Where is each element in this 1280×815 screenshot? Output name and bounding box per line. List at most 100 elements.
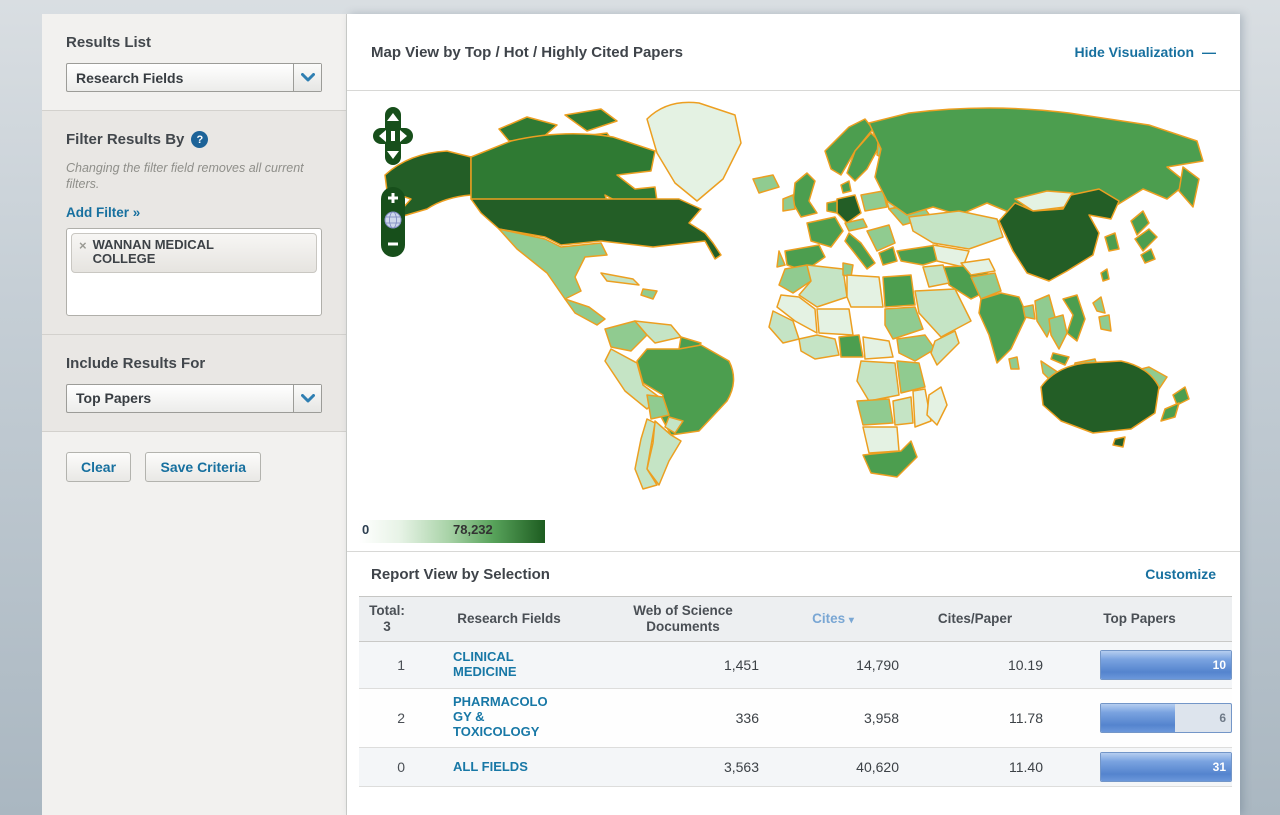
country-denmark[interactable] [841, 181, 851, 193]
report-header: Report View by Selection Customize [347, 551, 1240, 596]
country-namibia-botswana[interactable] [863, 427, 899, 453]
country-germany[interactable] [837, 195, 861, 223]
country-angola[interactable] [857, 399, 893, 425]
map-title: Map View by Top / Hot / Highly Cited Pap… [371, 44, 683, 61]
country-zambia[interactable] [893, 397, 913, 425]
country-libya[interactable] [847, 275, 883, 307]
column-header-research-fields[interactable]: Research Fields [415, 605, 603, 633]
main-panel: Map View by Top / Hot / Highly Cited Pap… [347, 14, 1240, 815]
country-west-africa[interactable] [799, 335, 839, 359]
clear-button[interactable]: Clear [66, 452, 131, 482]
active-filters-box: × WANNAN MEDICAL COLLEGE [66, 228, 322, 316]
table-header-row: Total:3 Research Fields Web of ScienceDo… [359, 596, 1232, 642]
country-malaysia[interactable] [1051, 353, 1069, 365]
report-title: Report View by Selection [371, 566, 550, 583]
country-central-america[interactable] [565, 299, 605, 325]
filter-tag[interactable]: × WANNAN MEDICAL COLLEGE [71, 233, 317, 274]
country-saudi[interactable] [915, 289, 971, 337]
country-cuba[interactable] [601, 273, 639, 285]
column-header-top-papers[interactable]: Top Papers [1047, 605, 1232, 633]
country-philippines-south[interactable] [1099, 315, 1111, 331]
country-sudan[interactable] [885, 307, 923, 339]
hide-visualization-link[interactable]: Hide Visualization — [1074, 44, 1216, 60]
row-rank: 2 [359, 710, 415, 726]
customize-link[interactable]: Customize [1145, 566, 1216, 582]
add-filter-link[interactable]: Add Filter » [66, 205, 140, 220]
country-ethiopia[interactable] [897, 335, 935, 361]
country-central-sahel[interactable] [817, 309, 853, 335]
country-kenya-tanzania[interactable] [897, 361, 925, 393]
row-cites: 14,790 [763, 657, 903, 673]
filter-tag-label: WANNAN MEDICAL COLLEGE [93, 238, 263, 268]
help-icon[interactable]: ? [191, 131, 208, 148]
top-papers-bar-fill [1101, 704, 1175, 732]
research-field-link[interactable]: CLINICAL MEDICINE [453, 650, 551, 680]
row-cites-per-paper: 10.19 [903, 657, 1047, 673]
country-nigeria[interactable] [839, 335, 863, 357]
results-list-dropdown-value: Research Fields [67, 64, 293, 91]
column-header-total: Total:3 [359, 597, 415, 641]
sort-desc-icon: ▾ [849, 615, 854, 626]
country-tasmania[interactable] [1113, 437, 1125, 447]
actions-section: Clear Save Criteria [42, 432, 346, 500]
country-balkans[interactable] [867, 225, 895, 251]
legend-max-label: 78,232 [453, 522, 493, 537]
map-pan-control[interactable] [373, 107, 413, 165]
research-field-link[interactable]: PHARMACOLOGY & TOXICOLOGY [453, 695, 551, 740]
research-field-link[interactable]: ALL FIELDS [453, 760, 551, 775]
row-cites: 3,958 [763, 710, 903, 726]
country-bangladesh[interactable] [1023, 305, 1035, 319]
country-thailand[interactable] [1049, 315, 1067, 349]
country-kamchatka[interactable] [1179, 167, 1199, 207]
country-india[interactable] [979, 293, 1027, 363]
country-kazakhstan[interactable] [909, 211, 1003, 249]
column-header-cites[interactable]: Cites ▾ [763, 605, 903, 633]
country-korea[interactable] [1105, 233, 1119, 251]
top-papers-value: 31 [1213, 760, 1226, 774]
country-iceland[interactable] [753, 175, 779, 193]
country-hispaniola[interactable] [641, 289, 657, 299]
country-ireland[interactable] [783, 195, 795, 211]
country-greenland[interactable] [647, 102, 741, 201]
column-header-wos-documents[interactable]: Web of ScienceDocuments [603, 597, 763, 641]
country-nz-south[interactable] [1161, 403, 1179, 421]
country-france[interactable] [807, 217, 843, 247]
include-results-dropdown-value: Top Papers [67, 385, 293, 412]
country-australia[interactable] [1041, 361, 1159, 433]
map-header: Map View by Top / Hot / Highly Cited Pap… [347, 14, 1240, 91]
top-papers-bar-fill [1101, 651, 1231, 679]
top-papers-value: 10 [1213, 658, 1226, 672]
country-arctic-2[interactable] [565, 109, 617, 131]
row-docs: 3,563 [603, 759, 763, 775]
table-row: 1 CLINICAL MEDICINE 1,451 14,790 10.19 1… [359, 642, 1232, 689]
chevron-down-icon [293, 385, 321, 412]
row-rank: 0 [359, 759, 415, 775]
country-benelux[interactable] [827, 201, 837, 213]
country-congo[interactable] [857, 361, 899, 401]
row-docs: 1,451 [603, 657, 763, 673]
top-papers-bar-fill [1101, 753, 1231, 781]
include-results-dropdown[interactable]: Top Papers [66, 384, 322, 413]
chevron-down-icon [293, 64, 321, 91]
results-list-dropdown[interactable]: Research Fields [66, 63, 322, 92]
filter-title: Filter Results By [66, 131, 184, 148]
choropleth-world-map[interactable] [349, 91, 1237, 551]
remove-filter-icon[interactable]: × [79, 238, 87, 254]
country-taiwan[interactable] [1101, 269, 1109, 281]
map-zoom-control[interactable] [381, 187, 405, 257]
country-egypt[interactable] [883, 275, 915, 307]
country-cameroon[interactable] [863, 337, 893, 359]
country-philippines-north[interactable] [1093, 297, 1105, 313]
column-header-cites-per-paper[interactable]: Cites/Paper [903, 605, 1047, 633]
country-nz-north[interactable] [1173, 387, 1189, 405]
country-portugal[interactable] [777, 251, 785, 267]
report-table: Total:3 Research Fields Web of ScienceDo… [359, 596, 1232, 787]
world-map[interactable]: 0 78,232 [347, 91, 1240, 551]
zoom-globe-icon [385, 212, 401, 228]
country-somalia[interactable] [931, 331, 959, 365]
save-criteria-button[interactable]: Save Criteria [145, 452, 261, 482]
top-papers-bar: 31 [1100, 752, 1232, 782]
country-uk[interactable] [793, 173, 817, 217]
country-srilanka[interactable] [1009, 357, 1019, 369]
results-list-title: Results List [66, 34, 322, 51]
